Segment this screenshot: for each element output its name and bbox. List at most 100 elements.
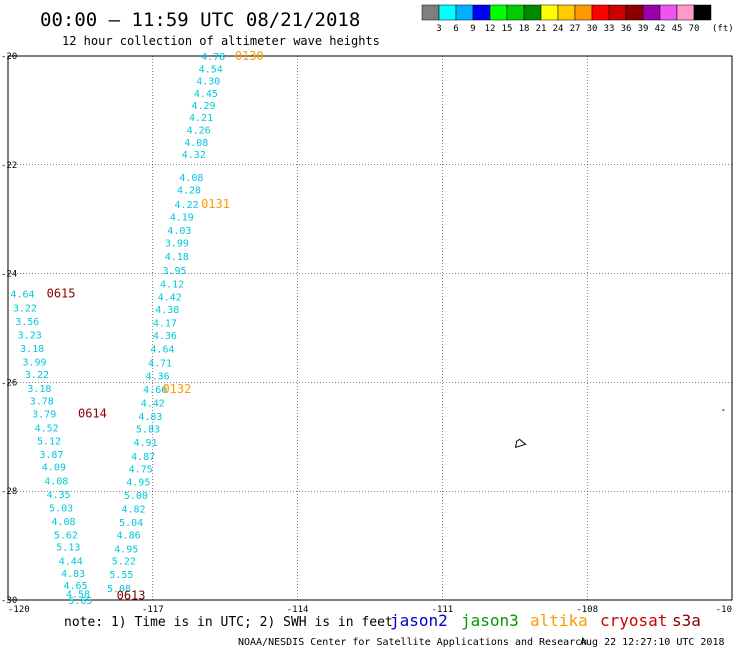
footer-note: note: 1) Time is in UTC; 2) SWH is in fe… xyxy=(64,615,393,630)
wave-height-value: 4.29 xyxy=(191,101,215,112)
lat-tick-label: -26 xyxy=(1,378,17,388)
wave-height-value: 3.79 xyxy=(32,409,56,420)
satellite-name: jason2 xyxy=(390,611,448,630)
wave-height-value: 5.00 xyxy=(124,491,148,502)
wave-height-value: 4.64 xyxy=(10,290,34,301)
wave-height-value: 4.52 xyxy=(35,424,59,435)
lon-tick-label: -114 xyxy=(287,605,309,615)
legend-label: 24 xyxy=(553,24,564,34)
wave-height-value: 5.04 xyxy=(119,518,143,529)
satellite-name: cryosat xyxy=(600,611,667,630)
legend-swatch xyxy=(659,4,678,21)
legend-label: 39 xyxy=(638,24,649,34)
wave-height-value: 4.35 xyxy=(47,490,71,501)
wave-height-value: 3.22 xyxy=(13,303,37,314)
wave-height-value: 4.58 xyxy=(66,589,90,600)
legend-label: 33 xyxy=(604,24,615,34)
legend-label: 30 xyxy=(587,24,598,34)
wave-height-value: 3.56 xyxy=(15,317,39,328)
map-title: 00:00 – 11:59 UTC 08/21/2018 xyxy=(40,9,360,31)
legend-swatch xyxy=(540,4,559,21)
map-frame xyxy=(7,55,733,601)
wave-height-value: 5.62 xyxy=(54,531,78,542)
wave-height-value: 4.95 xyxy=(114,544,138,555)
lon-tick-label: -117 xyxy=(142,605,164,615)
map-gridlines xyxy=(8,56,732,600)
wave-height-value: 4.83 xyxy=(138,412,162,423)
wave-height-value: 4.87 xyxy=(131,452,155,463)
wave-height-value: 4.45 xyxy=(194,89,218,100)
pass-time-label: 0132 xyxy=(162,382,191,396)
lat-tick-label: -22 xyxy=(1,161,17,171)
wave-height-value: 5.22 xyxy=(112,556,136,567)
lat-tick-label: -30 xyxy=(1,596,17,606)
wave-height-value: 3.23 xyxy=(18,331,42,342)
wave-height-value: 4.21 xyxy=(189,113,213,124)
lon-tick-label: -10 xyxy=(716,605,732,615)
longitude-tick-labels: -120 -117 -114 -111 -108 -10 xyxy=(8,605,732,615)
wave-height-value: 5.03 xyxy=(49,504,73,515)
lon-tick-label: -120 xyxy=(8,605,30,615)
wave-height-value: 4.66 xyxy=(143,385,167,396)
legend-swatch xyxy=(642,4,661,21)
wave-height-value: 4.26 xyxy=(187,125,211,136)
wave-height-value: 4.86 xyxy=(117,531,141,542)
legend-swatch xyxy=(472,4,491,21)
wave-height-value: 4.17 xyxy=(153,319,177,330)
wave-height-value: 5.83 xyxy=(136,425,160,436)
legend-label: 6 xyxy=(453,24,458,34)
lat-tick-label: -20 xyxy=(1,52,17,62)
satellite-legend: jason2 jason3 altika cryosat s3a xyxy=(390,611,701,630)
wave-height-value: 4.91 xyxy=(134,438,158,449)
wave-height-value: 4.08 xyxy=(44,476,68,487)
wave-height-value: 5.13 xyxy=(56,543,80,554)
wave-height-value: 4.08 xyxy=(179,173,203,184)
wave-height-value: 4.22 xyxy=(175,200,199,211)
wave-height-value: 4.82 xyxy=(121,505,145,516)
legend-label: 27 xyxy=(570,24,581,34)
legend-swatch xyxy=(438,4,457,21)
pass-time-label: 0615 xyxy=(47,287,76,301)
latitude-tick-labels: -20 -22 -24 -26 -28 -30 xyxy=(1,52,17,606)
wave-height-value: 3.18 xyxy=(20,344,44,355)
wave-height-value: 4.12 xyxy=(160,279,184,290)
legend-swatch xyxy=(557,4,576,21)
legend-label: 9 xyxy=(470,24,475,34)
legend-swatch xyxy=(506,4,525,21)
legend-swatch xyxy=(574,4,593,21)
pass-time-label: 0131 xyxy=(201,197,230,211)
land-features xyxy=(515,409,725,449)
lon-tick-label: -111 xyxy=(432,605,454,615)
legend-swatch xyxy=(421,4,440,21)
wave-height-value: 4.32 xyxy=(182,150,206,161)
wave-height-value: 4.83 xyxy=(61,569,85,580)
wave-height-value: 3.99 xyxy=(165,239,189,250)
wave-height-value: 4.08 xyxy=(184,138,208,149)
wave-height-value: 4.09 xyxy=(42,463,66,474)
wave-height-value: 4.42 xyxy=(141,399,165,410)
wave-height-value: 4.36 xyxy=(153,331,177,342)
wave-height-value: 4.19 xyxy=(170,212,194,223)
legend-swatch xyxy=(523,4,542,21)
wave-height-value: 3.99 xyxy=(22,358,46,369)
pass-time-label: 0614 xyxy=(78,406,107,420)
legend-swatch xyxy=(608,4,627,21)
wave-height-value: 5.08 xyxy=(107,584,131,595)
lon-tick-label: -108 xyxy=(576,605,598,615)
wave-height-value: 5.12 xyxy=(37,437,61,448)
legend-unit: (ft) xyxy=(712,24,734,34)
wave-height-value: 5.55 xyxy=(109,570,133,581)
pass-time-label: 0130 xyxy=(235,49,264,63)
legend-label: 3 xyxy=(436,24,441,34)
legend-label: 12 xyxy=(485,24,496,34)
legend-label: 70 xyxy=(689,24,700,34)
island-outline xyxy=(515,438,527,449)
lat-tick-label: -24 xyxy=(1,270,17,280)
legend-label: 42 xyxy=(655,24,666,34)
lat-tick-label: -28 xyxy=(1,487,17,497)
legend-label: 15 xyxy=(502,24,513,34)
wave-height-value: 4.78 xyxy=(201,52,225,63)
map-subtitle: 12 hour collection of altimeter wave hei… xyxy=(62,34,380,48)
wave-height-value: 4.65 xyxy=(64,581,88,592)
